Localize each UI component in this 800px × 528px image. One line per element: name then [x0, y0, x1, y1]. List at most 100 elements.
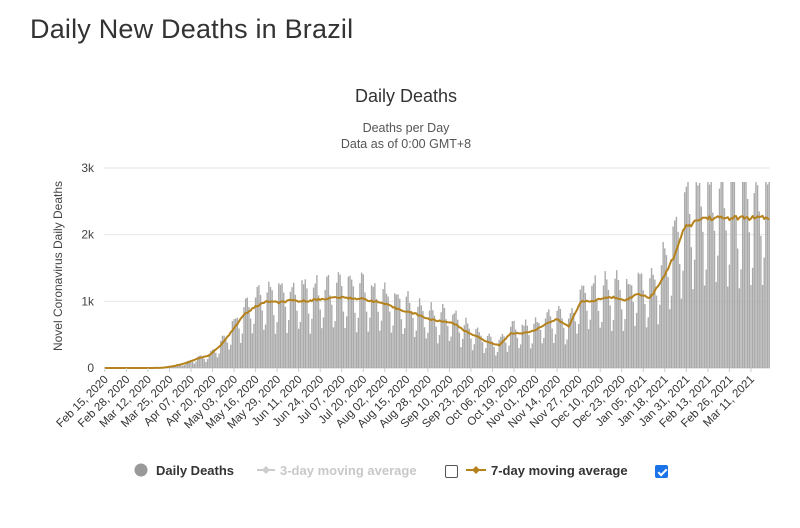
bar[interactable]	[654, 279, 656, 368]
bar[interactable]	[665, 255, 668, 368]
bar[interactable]	[518, 348, 520, 368]
bar[interactable]	[208, 353, 210, 368]
bar[interactable]	[645, 327, 648, 368]
bar[interactable]	[359, 283, 361, 368]
bar[interactable]	[196, 356, 199, 368]
bar[interactable]	[221, 335, 224, 368]
bar[interactable]	[634, 325, 636, 368]
bar[interactable]	[483, 353, 485, 368]
bar[interactable]	[761, 284, 764, 368]
bar[interactable]	[450, 336, 452, 368]
bar[interactable]	[392, 325, 394, 368]
bar[interactable]	[347, 276, 350, 368]
bar[interactable]	[753, 193, 755, 368]
bar[interactable]	[188, 360, 191, 368]
bar[interactable]	[329, 295, 331, 368]
bar[interactable]	[447, 326, 449, 368]
bar[interactable]	[473, 344, 475, 368]
bar[interactable]	[296, 310, 298, 368]
bar[interactable]	[402, 333, 404, 368]
bar[interactable]	[732, 182, 734, 368]
bar[interactable]	[722, 182, 724, 368]
bar[interactable]	[380, 320, 383, 368]
bar[interactable]	[349, 275, 351, 368]
bar[interactable]	[698, 182, 701, 368]
bar[interactable]	[756, 185, 759, 368]
bar[interactable]	[183, 364, 186, 368]
bar[interactable]	[508, 345, 510, 368]
bar[interactable]	[200, 355, 202, 368]
checkbox-7-day-moving-average[interactable]	[655, 465, 668, 478]
bar[interactable]	[751, 267, 754, 368]
bar[interactable]	[263, 329, 265, 368]
bar[interactable]	[491, 341, 494, 368]
bar[interactable]	[592, 283, 595, 368]
bar[interactable]	[529, 348, 532, 368]
bar[interactable]	[571, 308, 573, 368]
bar[interactable]	[405, 296, 408, 368]
bar[interactable]	[660, 265, 663, 368]
bar[interactable]	[541, 343, 543, 368]
bar[interactable]	[389, 311, 391, 368]
bar[interactable]	[521, 324, 524, 368]
bar[interactable]	[228, 349, 230, 368]
bar[interactable]	[465, 317, 467, 368]
bar[interactable]	[412, 317, 414, 368]
bar[interactable]	[253, 323, 255, 368]
bar[interactable]	[617, 279, 620, 368]
bar[interactable]	[249, 318, 252, 368]
bar[interactable]	[674, 220, 676, 368]
bar[interactable]	[574, 321, 577, 368]
bar[interactable]	[354, 312, 356, 368]
bar[interactable]	[225, 338, 227, 368]
bar[interactable]	[283, 292, 285, 368]
bar[interactable]	[621, 309, 623, 368]
bar[interactable]	[246, 297, 249, 368]
bar[interactable]	[455, 310, 457, 368]
bar[interactable]	[745, 182, 747, 368]
bar[interactable]	[632, 302, 635, 368]
bar[interactable]	[543, 337, 545, 368]
bar[interactable]	[266, 292, 268, 368]
bar[interactable]	[539, 329, 542, 368]
bar[interactable]	[390, 332, 393, 368]
bar[interactable]	[597, 310, 600, 368]
bar[interactable]	[703, 285, 706, 368]
bar[interactable]	[294, 294, 297, 368]
bar[interactable]	[244, 298, 247, 368]
bar[interactable]	[511, 321, 514, 368]
bar[interactable]	[710, 182, 712, 368]
bar[interactable]	[198, 355, 200, 368]
bar[interactable]	[418, 298, 421, 368]
bar[interactable]	[604, 271, 606, 368]
bar[interactable]	[261, 310, 263, 368]
bar[interactable]	[584, 292, 586, 368]
bar[interactable]	[235, 318, 237, 368]
bar[interactable]	[172, 366, 174, 368]
bar[interactable]	[274, 333, 277, 368]
bar[interactable]	[514, 329, 517, 368]
bar[interactable]	[717, 255, 719, 368]
bar[interactable]	[254, 297, 257, 368]
bar[interactable]	[319, 309, 321, 368]
bar[interactable]	[713, 230, 716, 368]
bar[interactable]	[582, 285, 585, 368]
bar[interactable]	[185, 362, 187, 368]
bar[interactable]	[538, 323, 540, 368]
bar[interactable]	[344, 328, 346, 368]
bar[interactable]	[614, 278, 616, 368]
bar[interactable]	[181, 365, 184, 368]
bar[interactable]	[639, 274, 641, 368]
bar[interactable]	[309, 333, 311, 368]
bar[interactable]	[306, 288, 308, 368]
bar[interactable]	[201, 356, 204, 368]
bar[interactable]	[568, 318, 570, 368]
bar[interactable]	[758, 211, 760, 368]
bar[interactable]	[556, 310, 558, 368]
bar[interactable]	[230, 344, 232, 368]
bar[interactable]	[223, 335, 225, 368]
bar[interactable]	[625, 279, 628, 368]
bar[interactable]	[579, 289, 582, 368]
bar[interactable]	[683, 192, 686, 368]
bar[interactable]	[466, 323, 469, 368]
